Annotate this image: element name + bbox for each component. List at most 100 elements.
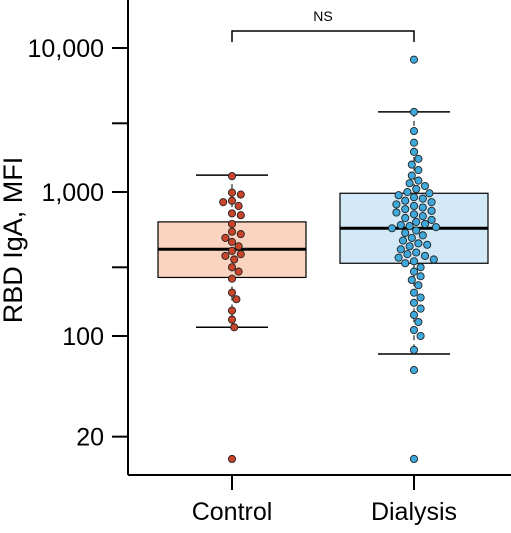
dialysis-data-point <box>392 208 401 217</box>
control-data-point <box>221 233 230 242</box>
dialysis-data-point <box>409 107 419 116</box>
control-data-point <box>227 219 237 228</box>
dialysis-data-point <box>409 325 419 335</box>
dialysis-data-point <box>409 345 419 355</box>
y-tick-label-1000: 1,000 <box>41 179 104 207</box>
control-data-point <box>227 246 237 255</box>
control-data-point <box>234 201 243 211</box>
control-data-point <box>227 274 237 283</box>
control-data-point <box>227 196 237 205</box>
dialysis-data-point <box>396 245 405 254</box>
dialysis-data-point <box>416 272 425 281</box>
dialysis-data-point <box>423 240 432 249</box>
control-data-point <box>221 251 230 260</box>
control-data-point <box>219 198 228 207</box>
dialysis-data-point <box>396 220 405 230</box>
control-data-point <box>227 288 237 297</box>
dialysis-data-point <box>409 366 419 375</box>
y-axis-title: RBD IgA, MFI <box>0 157 28 324</box>
dialysis-data-point <box>401 259 410 268</box>
dialysis-data-point <box>392 200 401 209</box>
dialysis-data-point <box>414 281 423 290</box>
dialysis-data-point <box>420 251 430 260</box>
dialysis-data-point <box>398 236 408 245</box>
dialysis-data-point <box>420 219 430 228</box>
control-data-point <box>230 323 239 332</box>
dialysis-data-point <box>405 242 414 251</box>
control-data-point <box>227 315 237 324</box>
dialysis-data-point <box>409 127 419 136</box>
dialysis-data-point <box>403 187 412 197</box>
control-data-point <box>227 263 237 272</box>
control-data-point <box>227 209 237 218</box>
dialysis-data-point <box>401 213 410 223</box>
dialysis-data-point <box>418 231 427 240</box>
control-data-point <box>227 172 237 181</box>
dialysis-data-point <box>431 223 441 232</box>
dialysis-data-point <box>418 194 427 203</box>
dialysis-data-point <box>425 189 434 198</box>
dialysis-data-point <box>401 228 410 237</box>
dialysis-data-point <box>407 275 416 285</box>
control-data-point <box>227 188 237 197</box>
dialysis-data-point <box>409 257 419 266</box>
dialysis-data-point <box>414 166 423 175</box>
dialysis-data-point <box>412 217 421 226</box>
dialysis-data-point <box>405 179 414 188</box>
dialysis-data-point <box>427 215 436 224</box>
significance-label: NS <box>313 8 332 24</box>
dialysis-data-point <box>409 298 419 307</box>
dialysis-data-point <box>409 288 419 297</box>
significance-bracket-line <box>231 30 415 42</box>
dialysis-data-point <box>416 263 425 272</box>
axes <box>127 0 511 476</box>
x-ticks: Control Dialysis <box>192 475 457 526</box>
dialysis-data-point <box>427 206 436 215</box>
dialysis-data-point <box>403 250 412 259</box>
dialysis-data-point <box>416 304 425 313</box>
dialysis-data-point <box>412 184 421 193</box>
control-data-point <box>230 255 239 264</box>
dialysis-data-point <box>387 224 397 233</box>
y-ticks: 20 100 1,000 10,000 <box>28 35 128 452</box>
dialysis-data-point <box>412 226 421 235</box>
dialysis-data-point <box>409 454 419 464</box>
control-data-point <box>236 211 245 220</box>
dialysis-data-point <box>414 239 423 248</box>
x-tick-label-control: Control <box>192 498 273 526</box>
dialysis-data-point <box>418 203 427 212</box>
dialysis-data-point <box>409 193 419 202</box>
control-data-point <box>227 306 237 315</box>
dialysis-data-point <box>401 196 410 205</box>
control-data-point <box>236 190 245 199</box>
dialysis-data-point <box>407 171 416 180</box>
control-data-point <box>232 295 241 304</box>
dialysis-data-point <box>416 331 425 341</box>
dialysis-data-point <box>420 181 430 191</box>
dialysis-data-point <box>429 255 438 264</box>
dialysis-data-point <box>409 147 419 156</box>
data-points <box>219 55 441 464</box>
control-data-point <box>227 237 237 246</box>
dialysis-data-point <box>409 267 419 276</box>
y-tick-label-20: 20 <box>76 424 104 452</box>
control-data-point <box>236 250 245 259</box>
dialysis-data-point <box>401 205 410 214</box>
dialysis-data-point <box>409 210 419 219</box>
dialysis-data-point <box>412 248 421 257</box>
dialysis-data-point <box>409 138 419 147</box>
dialysis-data-point <box>416 293 425 302</box>
control-data-point <box>227 227 237 236</box>
dialysis-data-point <box>414 317 423 327</box>
control-data-point <box>227 454 237 464</box>
dialysis-data-point <box>394 253 403 262</box>
dialysis-data-point <box>405 222 414 231</box>
dialysis-data-point <box>414 154 423 163</box>
dialysis-data-point <box>407 160 416 169</box>
box-groups <box>157 111 489 355</box>
dialysis-data-point <box>407 233 416 242</box>
control-data-point <box>234 267 243 276</box>
dialysis-data-point <box>427 198 436 207</box>
dialysis-data-point <box>414 176 423 185</box>
